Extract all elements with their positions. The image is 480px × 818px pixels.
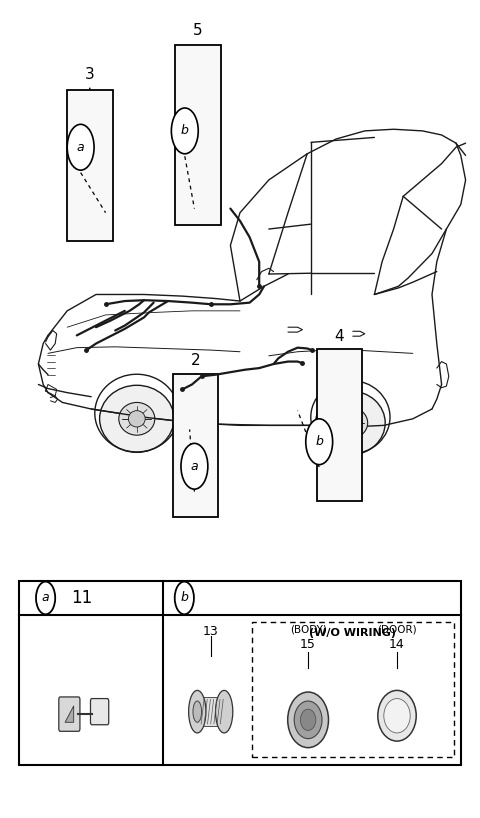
Text: 15: 15 xyxy=(300,638,316,651)
Text: (BODY): (BODY) xyxy=(289,625,326,635)
Ellipse shape xyxy=(294,701,322,739)
Text: b: b xyxy=(181,124,189,137)
Text: (DOOR): (DOOR) xyxy=(377,625,417,635)
Text: a: a xyxy=(42,591,49,605)
Bar xyxy=(175,45,221,225)
Circle shape xyxy=(36,582,55,614)
Ellipse shape xyxy=(378,690,416,741)
Ellipse shape xyxy=(316,391,385,455)
Ellipse shape xyxy=(119,402,155,435)
Text: b: b xyxy=(180,591,188,605)
FancyBboxPatch shape xyxy=(91,699,109,725)
Circle shape xyxy=(67,124,94,170)
Circle shape xyxy=(181,443,208,489)
Text: 5: 5 xyxy=(193,24,203,38)
Ellipse shape xyxy=(193,701,202,722)
Ellipse shape xyxy=(216,690,233,733)
Bar xyxy=(19,581,461,765)
Bar xyxy=(67,90,113,241)
FancyBboxPatch shape xyxy=(59,697,80,731)
Ellipse shape xyxy=(128,411,145,427)
Ellipse shape xyxy=(342,416,358,430)
Ellipse shape xyxy=(300,709,316,730)
Ellipse shape xyxy=(333,407,368,438)
Bar xyxy=(173,374,218,517)
Polygon shape xyxy=(65,706,74,722)
Ellipse shape xyxy=(189,690,206,733)
Text: a: a xyxy=(77,141,84,154)
Text: 4: 4 xyxy=(335,329,344,344)
Text: b: b xyxy=(315,435,323,448)
Ellipse shape xyxy=(288,692,328,748)
Ellipse shape xyxy=(384,699,410,733)
Ellipse shape xyxy=(99,385,174,452)
Circle shape xyxy=(175,582,194,614)
Circle shape xyxy=(171,108,198,154)
Text: 3: 3 xyxy=(85,67,95,82)
Text: 14: 14 xyxy=(389,638,405,651)
Text: (W/O WIRING): (W/O WIRING) xyxy=(309,628,396,638)
Text: 2: 2 xyxy=(191,353,200,368)
Text: a: a xyxy=(191,460,198,473)
Bar xyxy=(317,349,362,501)
Circle shape xyxy=(306,419,333,465)
Text: 11: 11 xyxy=(71,589,92,607)
Text: 13: 13 xyxy=(203,625,218,638)
Bar xyxy=(197,697,224,726)
